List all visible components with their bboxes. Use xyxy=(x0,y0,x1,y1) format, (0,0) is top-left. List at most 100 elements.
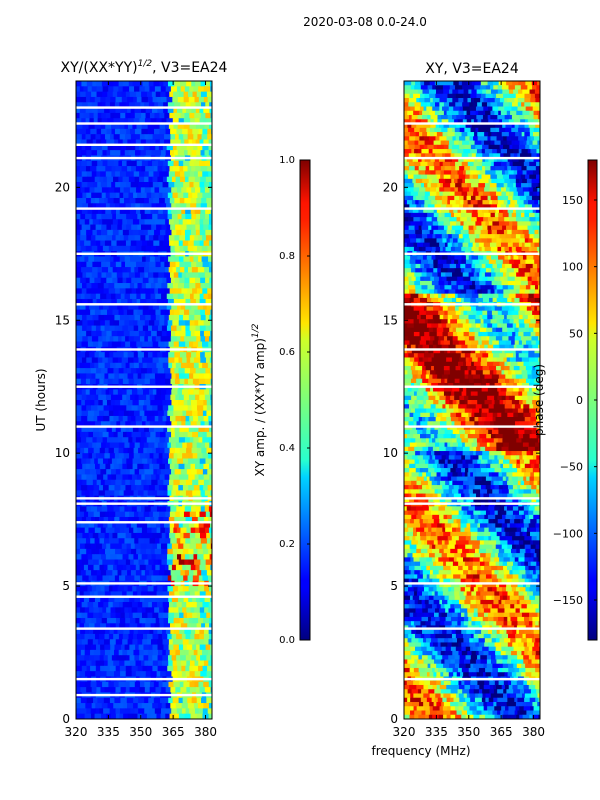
phase-cell xyxy=(525,174,530,180)
amplitude-cell xyxy=(118,160,123,167)
amplitude-cell xyxy=(87,564,94,571)
amplitude-cell xyxy=(121,511,126,518)
amplitude-cell xyxy=(175,442,183,449)
amplitude-cell xyxy=(150,639,158,645)
amplitude-cell xyxy=(96,298,103,305)
amplitude-cell xyxy=(109,548,116,555)
amplitude-cell xyxy=(109,336,114,342)
amplitude-cell xyxy=(203,474,210,481)
amplitude-cell xyxy=(166,96,173,103)
phase-cell xyxy=(524,115,530,120)
amplitude-cell xyxy=(144,86,150,93)
amplitude-cell xyxy=(204,267,210,273)
phase-cell xyxy=(512,221,518,227)
amplitude-cell xyxy=(179,479,187,486)
amplitude-cell xyxy=(160,309,166,316)
phase-cell xyxy=(503,81,507,86)
amplitude-cell xyxy=(90,197,96,204)
amplitude-cell xyxy=(122,458,127,465)
amplitude-cell xyxy=(205,591,212,598)
amplitude-cell xyxy=(101,506,108,513)
phase-cell xyxy=(445,178,452,184)
amplitude-cell xyxy=(108,575,116,582)
phase-cell xyxy=(441,200,448,205)
phase-cell xyxy=(497,85,503,90)
amplitude-cell xyxy=(96,474,104,481)
phase-cell xyxy=(408,276,412,282)
phase-cell xyxy=(425,153,433,158)
amplitude-cell xyxy=(98,341,103,348)
phase-cell xyxy=(522,89,530,95)
amplitude-cell xyxy=(91,160,98,167)
amplitude-cell xyxy=(185,564,192,571)
amplitude-cell xyxy=(76,314,83,321)
amplitude-cell xyxy=(144,197,150,204)
amplitude-cell xyxy=(115,543,123,550)
phase-cell xyxy=(534,306,538,312)
amplitude-cell xyxy=(161,708,166,715)
amplitude-cell xyxy=(189,532,196,539)
amplitude-cell xyxy=(93,118,99,124)
amplitude-cell xyxy=(112,213,117,220)
phase-cell xyxy=(418,132,423,137)
amplitude-cell xyxy=(194,522,200,528)
phase-cell xyxy=(480,98,484,103)
phase-cell xyxy=(496,149,502,154)
amplitude-cell xyxy=(119,490,125,497)
amplitude-cell xyxy=(174,431,180,438)
phase-cell xyxy=(460,212,466,218)
amplitude-cell xyxy=(104,660,109,667)
phase-cell xyxy=(522,178,528,184)
phase-cell xyxy=(410,119,416,124)
amplitude-cell xyxy=(186,602,193,608)
phase-cell xyxy=(506,110,511,116)
amplitude-cell xyxy=(142,256,147,263)
phase-cell xyxy=(533,157,540,163)
amplitude-cell xyxy=(76,229,81,236)
amplitude-cell xyxy=(76,166,81,172)
phase-cell xyxy=(493,119,497,124)
amplitude-cell xyxy=(84,655,90,661)
amplitude-cell xyxy=(194,607,201,614)
amplitude-cell xyxy=(178,272,183,279)
amplitude-cell xyxy=(95,548,100,555)
phase-cell xyxy=(532,310,540,316)
amplitude-cell xyxy=(127,96,134,103)
amplitude-cell xyxy=(104,687,111,693)
amplitude-cell xyxy=(155,309,161,316)
amplitude-cell xyxy=(115,341,122,348)
amplitude-cell xyxy=(81,208,88,215)
amplitude-cell xyxy=(95,453,100,459)
phase-cell xyxy=(469,115,477,120)
phase-cell xyxy=(490,102,498,107)
phase-cell xyxy=(427,144,435,150)
amplitude-cell xyxy=(205,160,211,167)
amplitude-cell xyxy=(141,506,145,513)
amplitude-cell xyxy=(89,96,96,103)
amplitude-cell xyxy=(194,320,199,326)
phase-cell xyxy=(446,297,453,303)
amplitude-cell xyxy=(132,612,138,619)
phase-cell xyxy=(447,132,456,137)
amplitude-cell xyxy=(100,596,105,603)
amplitude-cell xyxy=(153,197,160,204)
amplitude-cell xyxy=(79,219,86,225)
phase-cell xyxy=(440,204,447,209)
phase-cell xyxy=(531,306,535,312)
amplitude-cell xyxy=(168,314,175,321)
amplitude-cell xyxy=(102,559,109,566)
amplitude-cell xyxy=(92,341,99,348)
amplitude-cell xyxy=(165,150,171,156)
amplitude-cell xyxy=(179,617,185,624)
phase-cell xyxy=(538,238,540,244)
phase-cell xyxy=(440,174,445,180)
phase-cell xyxy=(464,144,472,150)
amplitude-cell xyxy=(184,463,191,470)
amplitude-cell xyxy=(148,442,155,449)
amplitude-cell xyxy=(95,224,102,231)
amplitude-cell xyxy=(76,644,82,651)
amplitude-cell xyxy=(147,160,153,167)
phase-cell xyxy=(531,204,538,209)
phase-cell xyxy=(404,89,412,95)
amplitude-cell xyxy=(206,538,211,544)
